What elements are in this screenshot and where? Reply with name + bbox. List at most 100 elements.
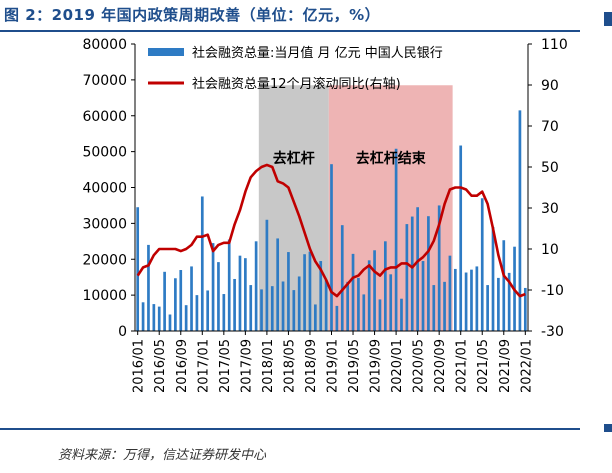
bar bbox=[222, 294, 226, 331]
edge-marker-top bbox=[604, 12, 612, 26]
left-tick-label: 0 bbox=[118, 324, 127, 340]
bar bbox=[389, 274, 393, 331]
x-tick-label: 2021/01 bbox=[455, 339, 470, 393]
left-tick-label: 70000 bbox=[82, 73, 127, 89]
bar bbox=[378, 299, 382, 331]
left-tick-label: 80000 bbox=[82, 37, 127, 53]
bar bbox=[394, 148, 398, 331]
bar bbox=[357, 277, 360, 331]
annotation-label: 去杠杆结束 bbox=[356, 150, 427, 167]
bar bbox=[265, 219, 269, 331]
bar bbox=[211, 243, 215, 331]
bar bbox=[405, 224, 409, 331]
bar bbox=[168, 314, 172, 331]
right-tick-label: 70 bbox=[541, 119, 559, 135]
bar bbox=[523, 287, 527, 331]
left-tick-label: 60000 bbox=[82, 109, 127, 125]
line-series bbox=[136, 163, 526, 298]
bar bbox=[491, 226, 495, 331]
bar bbox=[314, 304, 317, 331]
right-y-axis: -30 -10 10 30 50 70 90 110 bbox=[528, 37, 568, 340]
bar bbox=[373, 250, 376, 331]
x-tick-label: 2018/09 bbox=[304, 339, 319, 393]
left-tick-label: 10000 bbox=[82, 288, 127, 304]
title-divider bbox=[0, 30, 580, 32]
source-note: 资料来源：万得，信达证券研发中心 bbox=[58, 448, 267, 463]
x-tick-label: 2019/05 bbox=[347, 339, 362, 393]
bar bbox=[195, 295, 199, 331]
bar bbox=[292, 290, 296, 331]
bar bbox=[518, 110, 522, 332]
left-tick-label: 50000 bbox=[82, 145, 127, 161]
left-tick-label: 30000 bbox=[82, 216, 127, 232]
bar bbox=[270, 286, 274, 331]
bar bbox=[453, 268, 457, 331]
bar bbox=[276, 238, 280, 331]
bar bbox=[497, 277, 500, 331]
x-axis: 2016/01 2016/05 2016/09 2017/01 2017/05 2017/… bbox=[132, 331, 534, 393]
bar bbox=[459, 145, 463, 331]
x-tick-label: 2017/01 bbox=[196, 339, 211, 393]
bar bbox=[507, 272, 511, 331]
bottom-divider bbox=[0, 428, 580, 430]
bar bbox=[174, 278, 177, 331]
right-tick-label: 90 bbox=[541, 78, 559, 94]
bar bbox=[184, 305, 188, 331]
annotations: 去杠杆 去杠杆结束 bbox=[273, 150, 427, 167]
bar bbox=[346, 281, 349, 331]
right-tick-label: 50 bbox=[541, 160, 559, 176]
bar bbox=[400, 298, 403, 331]
line-path bbox=[136, 163, 526, 298]
bar bbox=[421, 261, 425, 331]
bar-series bbox=[136, 110, 527, 332]
bar bbox=[238, 255, 242, 331]
bar bbox=[200, 196, 204, 331]
right-tick-label: -10 bbox=[541, 283, 564, 299]
bar bbox=[330, 164, 333, 331]
band-1 bbox=[258, 85, 329, 331]
right-tick-label: 30 bbox=[541, 201, 559, 217]
bar bbox=[152, 304, 156, 331]
annotation-label: 去杠杆 bbox=[273, 150, 315, 167]
x-tick-label: 2018/01 bbox=[261, 339, 276, 393]
bar bbox=[141, 302, 145, 331]
legend-swatch-bar bbox=[148, 48, 184, 56]
x-tick-label: 2017/09 bbox=[239, 339, 254, 393]
bar bbox=[437, 205, 441, 331]
bar bbox=[367, 260, 371, 331]
bar bbox=[249, 285, 253, 331]
left-y-axis: 0 10000 20000 30000 40000 50000 60000 70000 8000… bbox=[82, 37, 135, 340]
bar bbox=[303, 254, 306, 331]
bar bbox=[410, 216, 414, 331]
bar bbox=[281, 281, 285, 331]
bar bbox=[340, 225, 344, 331]
bar bbox=[362, 294, 366, 331]
bar bbox=[254, 241, 258, 331]
bar bbox=[502, 240, 506, 331]
x-tick-label: 2016/01 bbox=[132, 339, 147, 393]
bar bbox=[416, 207, 419, 331]
figure-title: 图 2：2019 年国内政策周期改善（单位：亿元，%） bbox=[4, 6, 381, 24]
x-tick-label: 2016/05 bbox=[153, 339, 168, 393]
x-tick-label: 2022/01 bbox=[519, 339, 534, 393]
bar bbox=[244, 258, 247, 331]
legend-label-bar: 社会融资总量:当月值 月 亿元 中国人民银行 bbox=[192, 45, 443, 61]
bar bbox=[383, 241, 387, 331]
bar bbox=[464, 272, 468, 331]
right-tick-label: -30 bbox=[541, 324, 564, 340]
left-tick-label: 20000 bbox=[82, 252, 127, 268]
shaded-periods bbox=[258, 85, 453, 331]
bar bbox=[233, 278, 236, 331]
bar bbox=[260, 289, 263, 331]
x-tick-label: 2021/05 bbox=[476, 339, 491, 393]
left-tick-label: 40000 bbox=[82, 181, 127, 197]
x-tick-label: 2019/09 bbox=[369, 339, 384, 393]
x-tick-label: 2020/05 bbox=[412, 339, 427, 393]
bar bbox=[448, 255, 452, 331]
bar bbox=[297, 276, 301, 331]
bar bbox=[227, 239, 231, 331]
bar bbox=[486, 285, 489, 331]
bar bbox=[287, 252, 290, 331]
bar bbox=[324, 279, 328, 331]
